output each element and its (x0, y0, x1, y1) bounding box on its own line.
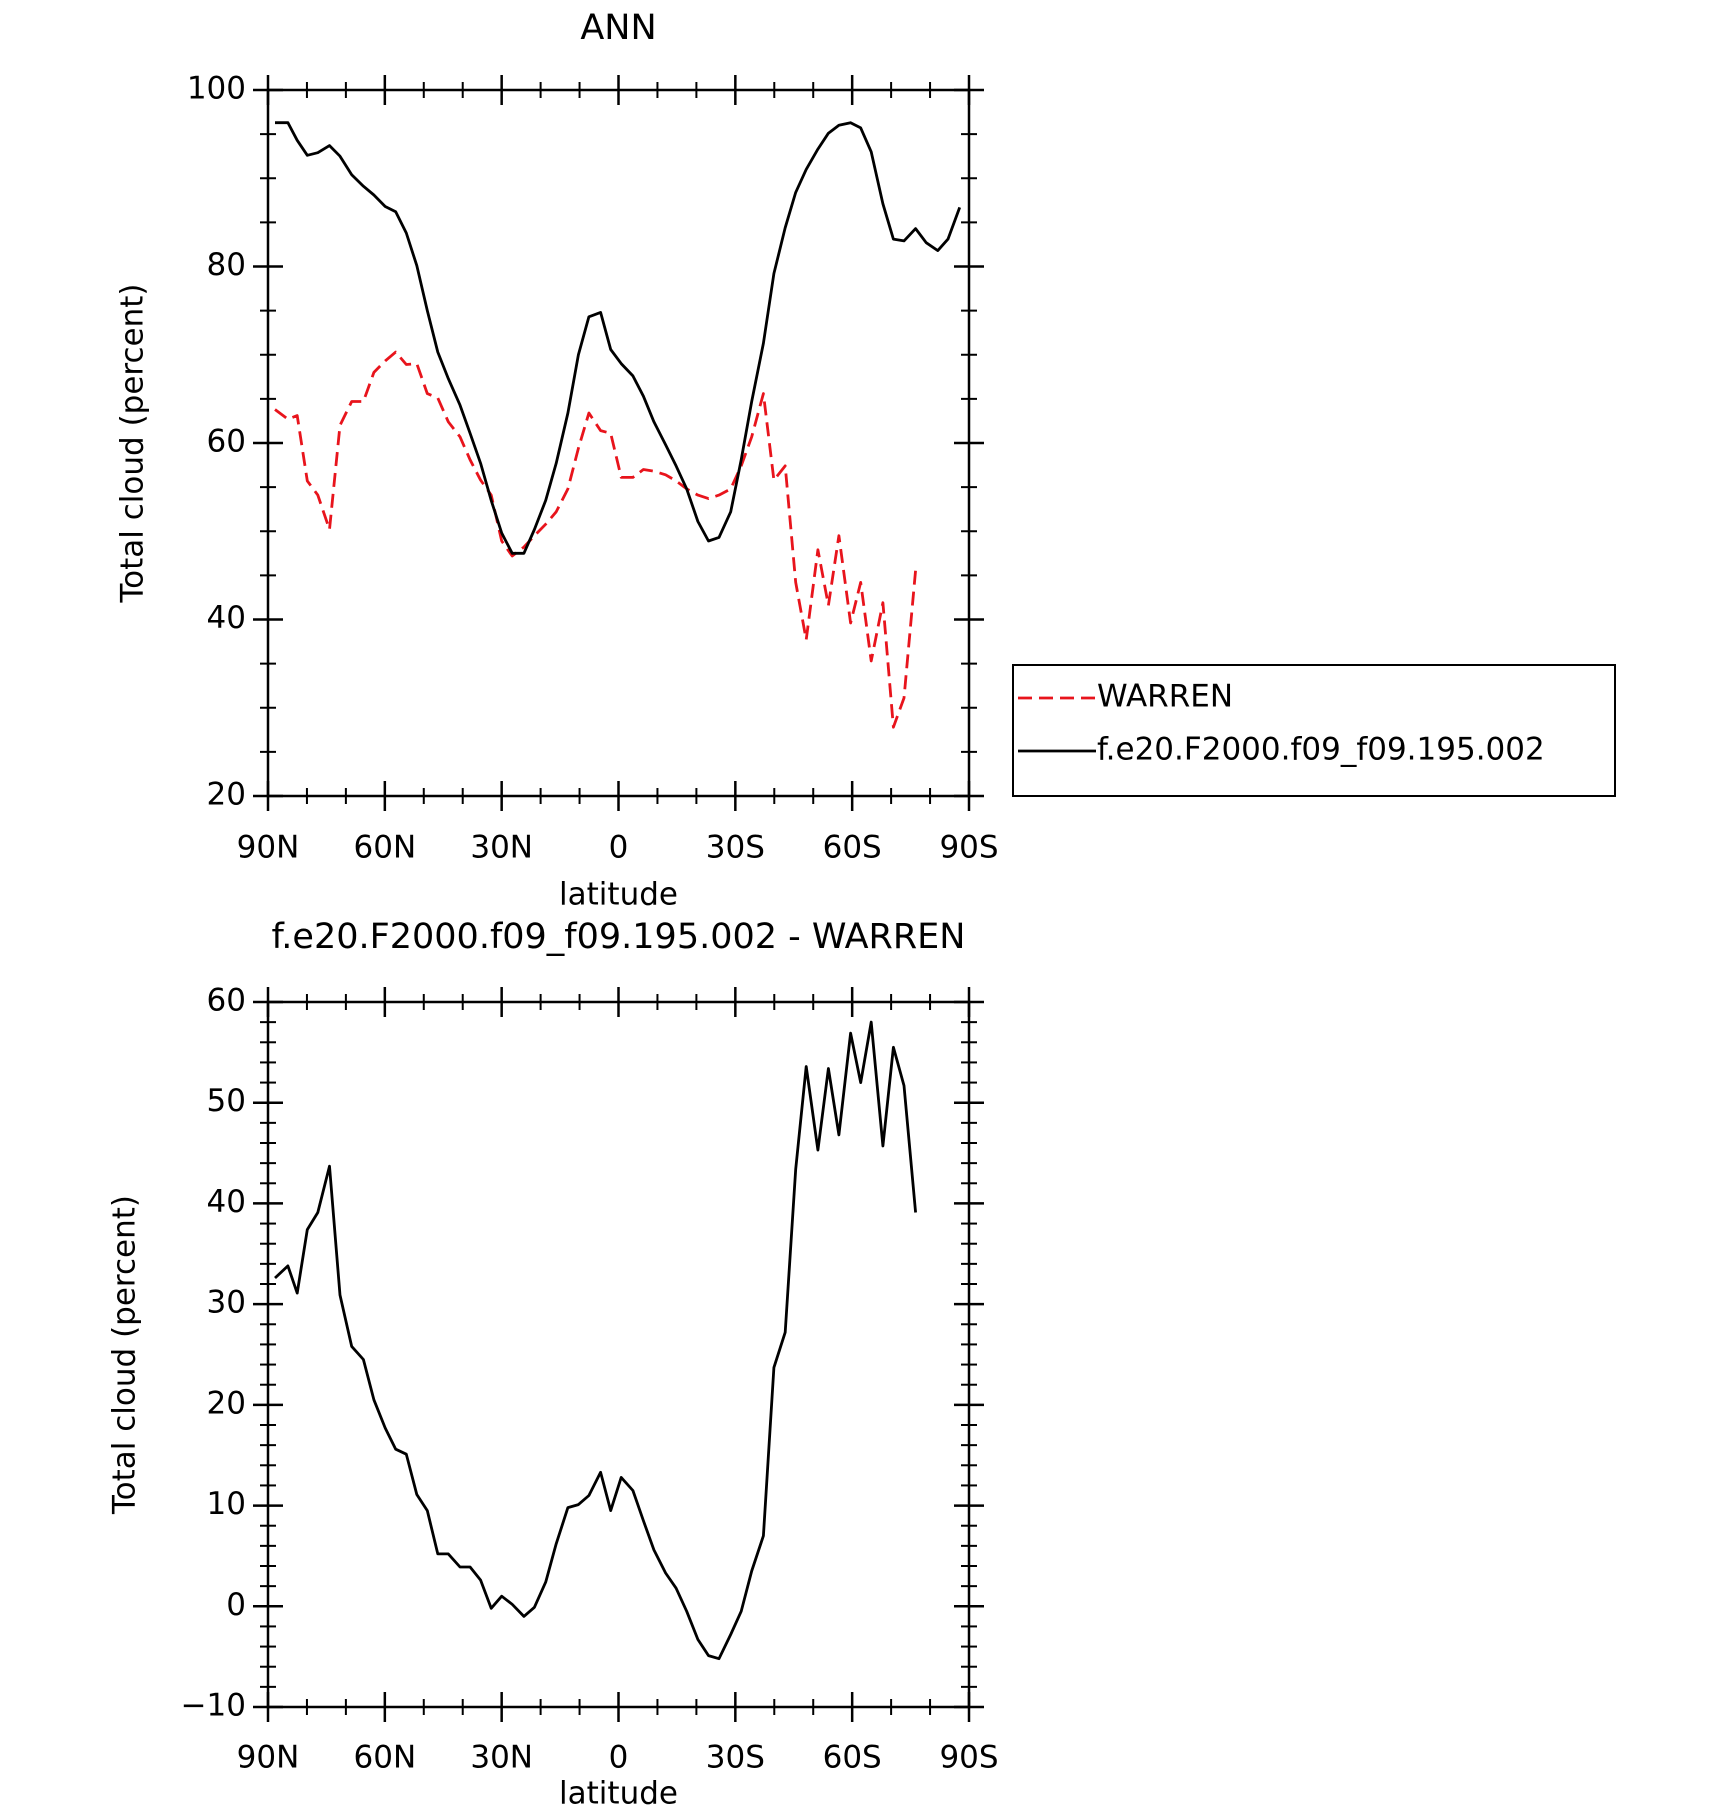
y-tick-label: 30 (207, 1285, 246, 1321)
y-tick-label: 10 (207, 1486, 246, 1522)
x-tick-label: 30S (706, 830, 765, 866)
x-tick-label: 90S (939, 830, 998, 866)
x-tick-label: 90N (237, 830, 300, 866)
x-tick-label: 30S (706, 1740, 765, 1776)
x-tick-label: 60S (823, 830, 882, 866)
y-tick-label: 20 (207, 1385, 246, 1421)
x-tick-label: 30N (470, 1740, 533, 1776)
x-tick-label: 60N (354, 1740, 417, 1776)
y-tick-label: −10 (181, 1688, 246, 1724)
x-tick-label: 60S (823, 1740, 882, 1776)
plot-frame (266, 1000, 971, 1709)
y-tick-label: 50 (207, 1083, 246, 1119)
y-tick-label: 40 (207, 1184, 246, 1220)
legend-label: WARREN (1097, 679, 1233, 715)
x-tick-label: 0 (609, 1740, 629, 1776)
x-tick-label: 30N (470, 830, 533, 866)
y-tick-label: 0 (226, 1587, 246, 1623)
y-tick-label: 40 (207, 600, 246, 636)
legend-box (1012, 664, 1616, 797)
y-tick-label: 60 (207, 424, 246, 460)
y-tick-label: 60 (207, 983, 246, 1019)
x-tick-label: 60N (354, 830, 417, 866)
y-tick-label: 80 (207, 247, 246, 283)
data-line (274, 1020, 917, 1661)
data-line (275, 121, 962, 555)
y-axis-label: Total cloud (percent) (107, 1195, 143, 1515)
x-tick-label: 90N (237, 1740, 300, 1776)
x-axis-label: latitude (559, 877, 678, 913)
x-tick-label: 90S (939, 1740, 998, 1776)
chart-title: f.e20.F2000.f09_f09.195.002 - WARREN (272, 917, 966, 957)
x-axis-label: latitude (559, 1776, 678, 1811)
legend-label: f.e20.F2000.f09_f09.195.002 (1097, 732, 1545, 768)
y-tick-label: 100 (187, 71, 246, 107)
chart-title: ANN (580, 8, 656, 48)
y-tick-label: 20 (207, 777, 246, 813)
x-tick-label: 0 (609, 830, 629, 866)
data-line (274, 350, 917, 729)
y-axis-label: Total cloud (percent) (115, 284, 151, 604)
